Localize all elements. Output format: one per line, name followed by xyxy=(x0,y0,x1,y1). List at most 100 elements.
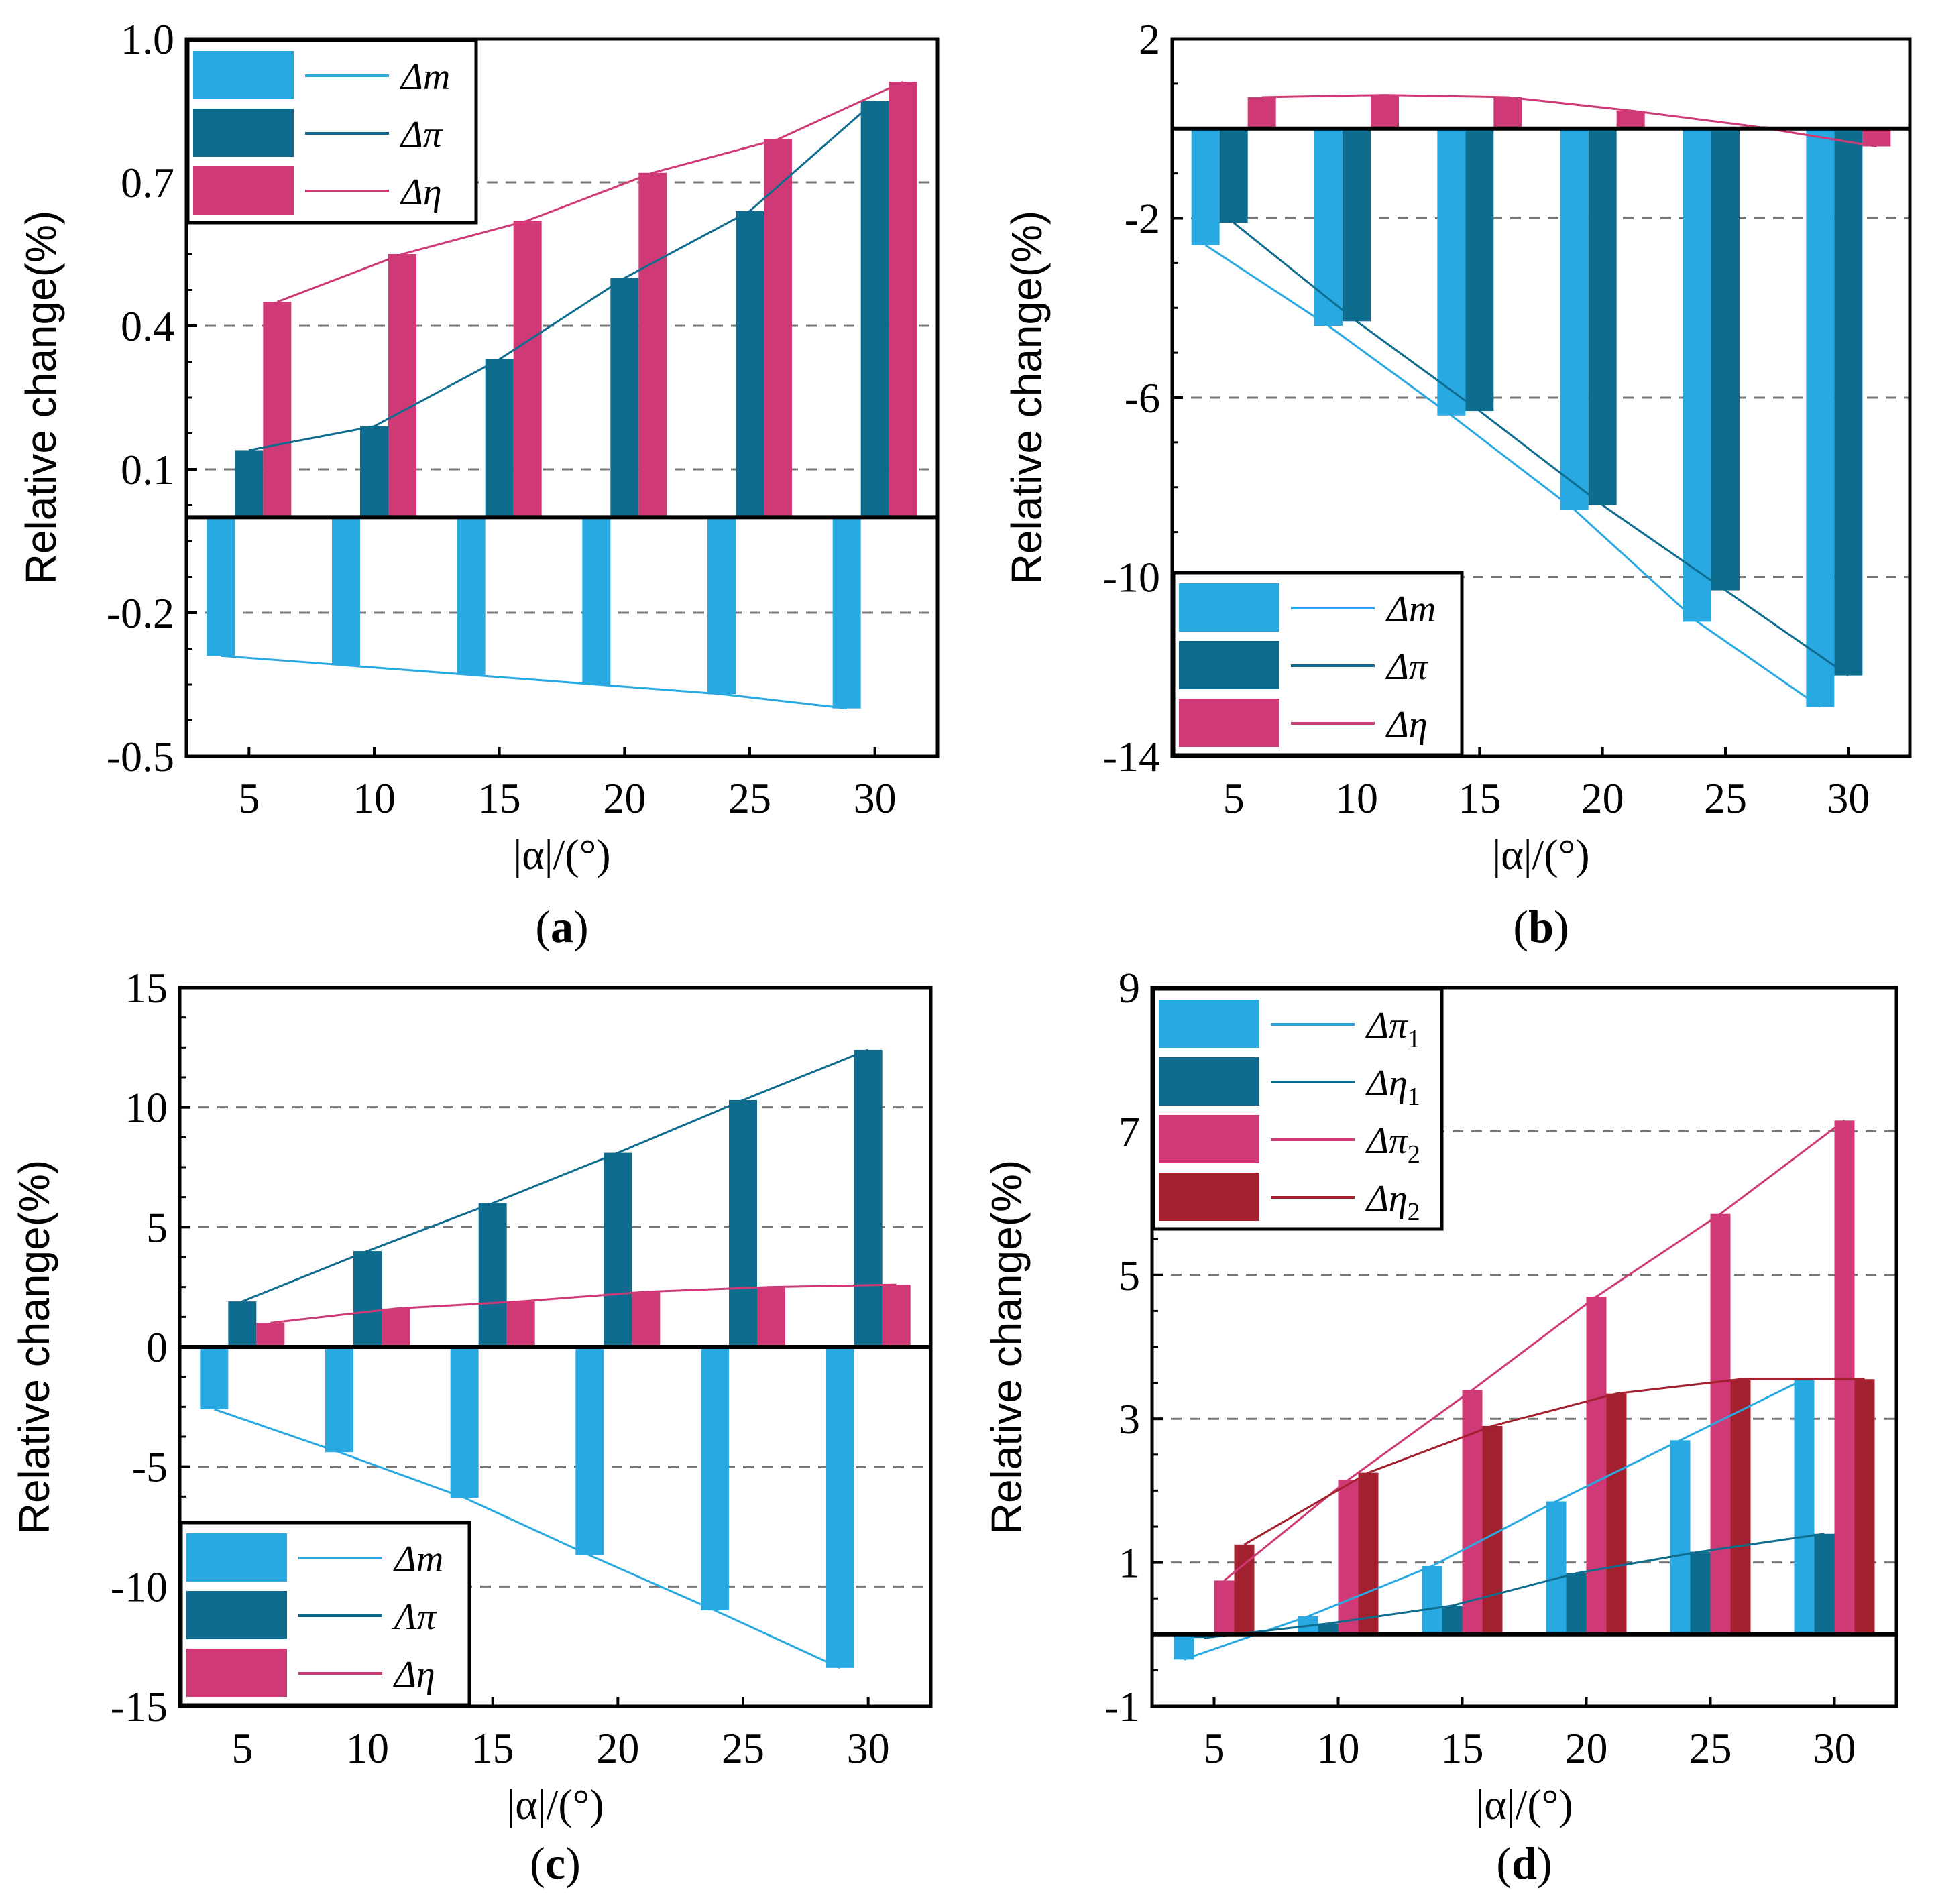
bar-Δη2-30 xyxy=(1854,1379,1875,1634)
legend-label-base: Δη xyxy=(1365,1178,1408,1219)
bar-Λπ-20 xyxy=(604,1152,632,1347)
bar-Δη-5 xyxy=(1247,97,1276,129)
x-tick-label: 30 xyxy=(1813,1724,1856,1772)
bar-Λπ-5 xyxy=(228,1301,257,1347)
y-tick-label: 2 xyxy=(1139,15,1160,63)
panel-label-close-paren: ) xyxy=(1537,1838,1552,1889)
bar-Δπ1-25 xyxy=(1670,1440,1691,1634)
bar-Δη2-10 xyxy=(1358,1472,1379,1634)
y-tick-label: 5 xyxy=(146,1203,168,1251)
x-axis-title: |α|/(°) xyxy=(506,1781,604,1828)
panel-label: (b) xyxy=(1513,901,1569,952)
legend-swatch-Δπ1 xyxy=(1159,1000,1259,1048)
y-tick-label: 1 xyxy=(1119,1539,1140,1587)
x-tick-label: 5 xyxy=(238,774,260,822)
legend: Δm Δπ Δη xyxy=(186,38,478,225)
bar-Δm-20 xyxy=(582,517,611,685)
y-tick-label: 9 xyxy=(1119,964,1140,1012)
legend: Δm Δπ Δη xyxy=(1172,571,1464,757)
panel-label: (c) xyxy=(530,1838,581,1889)
bar-Δm-30 xyxy=(826,1347,854,1668)
bar-Δm-30 xyxy=(832,517,861,709)
panel-label-close-paren: ) xyxy=(573,901,589,952)
legend-label-Δm: Δm xyxy=(1385,589,1436,630)
x-tick-label: 25 xyxy=(722,1724,764,1772)
bar-Δm-25 xyxy=(1683,128,1711,622)
legend-label-Δη2: Δη2 xyxy=(1365,1178,1420,1226)
bar-Δη-5 xyxy=(256,1323,285,1347)
x-tick-label: 20 xyxy=(596,1724,639,1772)
bar-Δm-5 xyxy=(207,517,235,656)
legend-label-Δm: Δm xyxy=(393,1539,443,1580)
y-axis-title: Relative change(%) xyxy=(982,1160,1031,1535)
x-tick-label: 30 xyxy=(854,774,897,822)
x-tick-label: 15 xyxy=(1441,1724,1484,1772)
bar-Δη-15 xyxy=(506,1301,535,1347)
legend-label-base: Δπ xyxy=(400,114,443,156)
panel-label-letter: c xyxy=(545,1838,565,1889)
panel-a: 1.0 0.7 0.4 0.1 -0.2 -0.5 5 10 15 20 25 30 |α|/(°) Re… xyxy=(17,15,940,952)
bar-Δη-30 xyxy=(1862,128,1891,147)
panel-label-letter: a xyxy=(551,901,573,952)
panel-b: 2 -2 -6 -10 -14 5 10 15 20 25 30 |α|/(°) Relative ch… xyxy=(1003,15,1912,952)
x-tick-label: 5 xyxy=(231,1724,253,1772)
bar-Δπ2-20 xyxy=(1586,1296,1607,1634)
bar-Δm-15 xyxy=(450,1347,479,1498)
panel-label-open-paren: ( xyxy=(1513,901,1528,952)
y-tick-label: -5 xyxy=(132,1443,168,1491)
legend-swatch-Δm xyxy=(1179,583,1279,632)
legend-label-base: Δm xyxy=(400,56,450,98)
bar-Δη-30 xyxy=(889,82,917,518)
bar-Δπ-30 xyxy=(1834,128,1863,676)
legend-label-Δη: Δη xyxy=(1385,704,1428,746)
y-tick-label: 3 xyxy=(1119,1395,1140,1443)
trend-line-Δπ1 xyxy=(1184,1378,1805,1661)
trend-line-Δη2 xyxy=(1243,1378,1865,1546)
bar-Δη1-15 xyxy=(1442,1605,1463,1634)
x-tick-label: 20 xyxy=(603,774,646,822)
panel-label-letter: b xyxy=(1528,901,1554,952)
bar-Δπ-5 xyxy=(235,450,264,518)
y-tick-label: -10 xyxy=(111,1563,168,1610)
bar-Δπ-25 xyxy=(736,211,764,518)
legend-swatch-Δπ xyxy=(193,109,294,157)
bar-Δπ-20 xyxy=(610,278,639,518)
bar-Δπ1-30 xyxy=(1794,1379,1815,1634)
x-tick-label: 5 xyxy=(1204,1724,1225,1772)
legend-label-base: Δm xyxy=(1385,589,1436,630)
bar-Δπ2-10 xyxy=(1338,1480,1359,1634)
panel-label-close-paren: ) xyxy=(1554,901,1569,952)
x-tick-label: 25 xyxy=(1704,774,1747,822)
bar-Δm-25 xyxy=(707,517,736,695)
bar-Δm-20 xyxy=(1560,128,1589,510)
bar-Δπ-15 xyxy=(485,359,514,518)
bar-Δπ2-5 xyxy=(1214,1580,1235,1634)
x-tick-label: 15 xyxy=(1458,774,1501,822)
y-tick-label: -6 xyxy=(1125,374,1160,422)
x-tick-label: 10 xyxy=(1317,1724,1360,1772)
panel-d: 9 7 5 3 1 -1 5 10 15 20 25 30 |α|/(°) Relative change… xyxy=(982,964,1898,1889)
bar-Δπ1-5 xyxy=(1174,1634,1194,1660)
bar-Δη-25 xyxy=(764,139,792,518)
bar-Δm-30 xyxy=(1806,128,1835,707)
legend-label-Δπ2: Δπ2 xyxy=(1365,1120,1420,1169)
legend-swatch-Δη2 xyxy=(1159,1173,1259,1221)
bar-Δm-10 xyxy=(332,517,360,666)
legend: Δm Λπ Δη xyxy=(179,1521,471,1707)
legend: Δπ1 Δη1 Δπ2 Δη2 xyxy=(1151,987,1444,1231)
legend-label-Δπ1: Δπ1 xyxy=(1365,1005,1420,1053)
legend-swatch-Δm xyxy=(193,51,294,99)
y-tick-label: -0.2 xyxy=(107,589,174,637)
legend-label-base: Δπ xyxy=(1365,1120,1409,1162)
legend-swatch-Δη xyxy=(186,1649,287,1697)
bar-Δη1-20 xyxy=(1566,1573,1587,1634)
legend-label-base: Δη xyxy=(400,172,442,213)
legend-label-Δη1: Δη1 xyxy=(1365,1063,1420,1111)
x-axis-title: |α|/(°) xyxy=(513,831,610,878)
legend-label-base: Δm xyxy=(393,1539,443,1580)
x-axis-title: |α|/(°) xyxy=(1492,831,1589,878)
panel-label-letter: d xyxy=(1512,1838,1537,1889)
y-tick-label: 10 xyxy=(125,1084,168,1132)
trend-line-Δη1 xyxy=(1204,1533,1825,1639)
